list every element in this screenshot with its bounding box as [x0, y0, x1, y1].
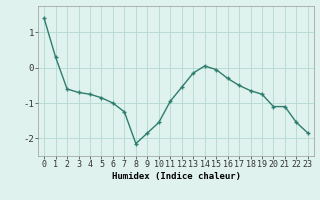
- X-axis label: Humidex (Indice chaleur): Humidex (Indice chaleur): [111, 172, 241, 181]
